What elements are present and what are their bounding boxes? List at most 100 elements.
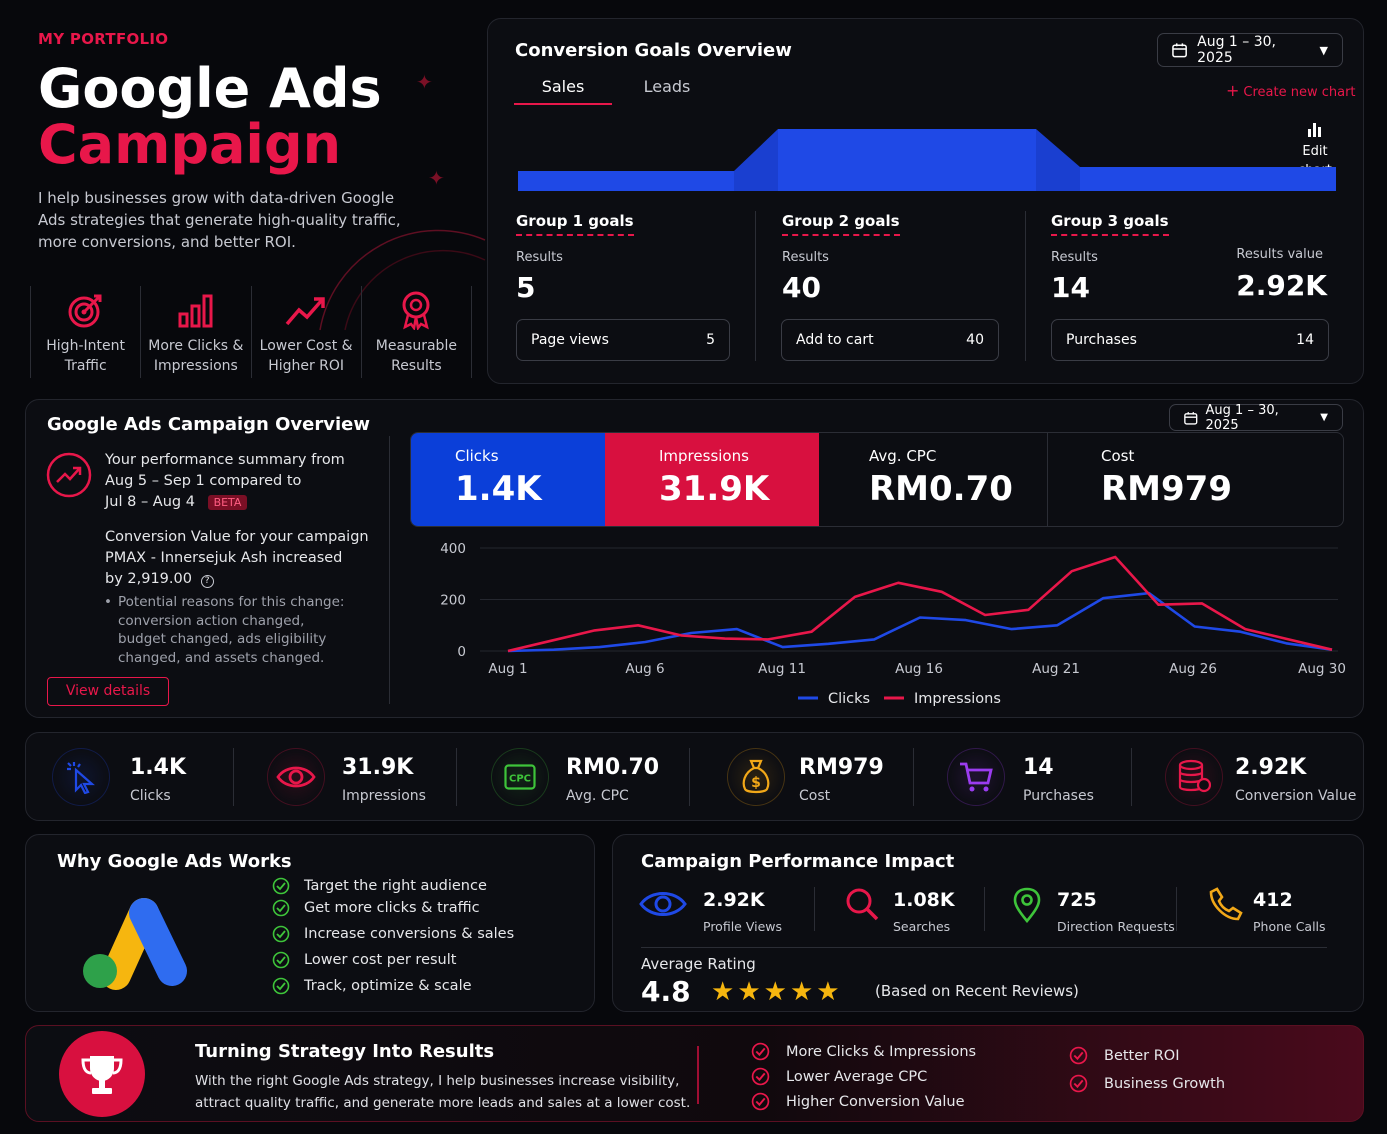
x-tick-label: Aug 16 (895, 661, 943, 677)
date-range-text: Aug 1 – 30, 2025 (1197, 34, 1276, 66)
goal-item-value: 14 (1296, 332, 1314, 348)
summary-line: Your performance summary from (105, 452, 345, 468)
impact-label: Direction Requests (1057, 919, 1175, 934)
reasons-text: • Potential reasons for this change: con… (104, 593, 355, 667)
stat-label: Cost (799, 788, 831, 804)
goal-item-page-views[interactable]: Page views 5 (516, 319, 730, 361)
feature-label: Impressions (153, 358, 238, 374)
award-icon (402, 291, 430, 330)
conversion-goals-panel: Conversion Goals Overview Aug 1 – 30, 20… (487, 18, 1364, 384)
strategy-item-label: Better ROI (1104, 1047, 1180, 1064)
stat-divider (913, 748, 914, 806)
why-item-label: Lower cost per result (304, 952, 457, 968)
trend-up-icon (46, 452, 92, 498)
y-tick-label: 400 (440, 541, 466, 557)
stat-label: Impressions (342, 788, 426, 804)
feature-label: Measurable (375, 338, 457, 354)
chevron-down-icon: ▼ (1319, 43, 1328, 57)
eye-icon (639, 889, 687, 919)
star-icon: ★ (789, 977, 817, 1007)
stat-label: Conversion Value (1235, 788, 1357, 804)
results-value: 40 (782, 271, 821, 304)
funnel-transition (1036, 129, 1080, 191)
strategy-divider (697, 1046, 699, 1104)
bar-chart-icon (1308, 123, 1321, 137)
hero-title-line1: Google Ads (38, 57, 382, 120)
strategy-list-item: Lower Average CPC (751, 1067, 927, 1086)
feature-lower-cost: Lower Cost & Higher ROI (252, 286, 362, 378)
create-chart-link[interactable]: + Create new chart (1226, 81, 1356, 100)
strategy-list-item: Better ROI (1069, 1046, 1180, 1065)
phone-icon (1209, 887, 1243, 921)
performance-impact-panel: Campaign Performance Impact 2.92K Profile… (612, 834, 1364, 1012)
stat-divider (689, 748, 690, 806)
goal-item-value: 5 (706, 332, 715, 348)
summary-line: Aug 5 – Sep 1 compared to (105, 473, 302, 489)
funnel-transition (734, 129, 778, 191)
strategy-banner: Turning Strategy Into Results With the r… (25, 1025, 1364, 1122)
tab-leads[interactable]: Leads (618, 77, 716, 105)
strategy-list-item: Business Growth (1069, 1074, 1225, 1093)
check-circle-icon (751, 1067, 770, 1086)
check-circle-icon (272, 951, 290, 969)
feature-label: High-Intent (46, 338, 125, 354)
cpc-icon: CPC (504, 764, 536, 790)
goal-item-add-to-cart[interactable]: Add to cart 40 (781, 319, 999, 361)
star-icon: ★ (763, 977, 790, 1007)
conversion-date-picker[interactable]: Aug 1 – 30, 2025 ▼ (1157, 33, 1343, 67)
why-list-item: Get more clicks & traffic (272, 899, 480, 917)
help-icon[interactable]: ? (200, 575, 214, 588)
view-details-button[interactable]: View details (47, 677, 169, 706)
funnel-bar-group3 (1080, 167, 1336, 191)
tab-label: Sales (541, 77, 585, 96)
strategy-list-item: More Clicks & Impressions (751, 1042, 976, 1061)
svg-text:CPC: CPC (509, 774, 531, 785)
stat-divider (1131, 748, 1132, 806)
stats-strip: 1.4K Clicks 31.9K Impressions CPC RM0.70 Avg. … (25, 732, 1364, 821)
overview-title: Google Ads Campaign Overview (47, 414, 370, 435)
goal-item-label: Page views (531, 332, 609, 348)
kpi-row: Clicks 1.4K Impressions 31.9K Avg. CPC R… (410, 432, 1344, 527)
kpi-avg-cpc[interactable]: Avg. CPC RM0.70 (819, 433, 1048, 526)
group-title: Group 2 goals (782, 212, 900, 236)
cart-icon-circle (947, 748, 1005, 806)
strategy-text-line: attract quality traffic, and generate mo… (195, 1095, 691, 1111)
eye-icon-circle (267, 748, 325, 806)
summary-line-with-badge: Jul 8 – Aug 4 BETA (105, 492, 345, 513)
kpi-clicks[interactable]: Clicks 1.4K (411, 433, 605, 526)
funnel-bar-group2 (778, 129, 1036, 191)
rating-note: (Based on Recent Reviews) (875, 982, 1079, 1000)
kpi-impressions[interactable]: Impressions 31.9K (605, 433, 819, 526)
rating-value: 4.8 (641, 975, 691, 1008)
stat-value: 31.9K (342, 755, 414, 780)
impact-value: 1.08K (893, 889, 955, 911)
star-icon: ★ (816, 977, 843, 1007)
cursor-click-icon (64, 760, 98, 794)
impact-divider (814, 887, 815, 931)
goal-item-purchases[interactable]: Purchases 14 (1051, 319, 1329, 361)
why-list-item: Target the right audience (272, 877, 487, 895)
check-circle-icon (751, 1092, 770, 1111)
why-google-ads-panel: Why Google Ads Works Target the right au… (25, 834, 595, 1012)
create-chart-label: Create new chart (1243, 85, 1356, 100)
impact-value: 2.92K (703, 889, 765, 911)
tab-sales[interactable]: Sales (514, 77, 612, 105)
impact-title: Campaign Performance Impact (641, 851, 955, 872)
results-value-amount: 2.92K (1236, 269, 1327, 302)
x-tick-label: Aug 21 (1032, 661, 1080, 677)
goal-item-value: 40 (966, 332, 984, 348)
overview-date-picker[interactable]: Aug 1 – 30, 2025 ▼ (1169, 403, 1343, 433)
impact-divider (984, 887, 985, 931)
bar-chart-icon (178, 294, 213, 328)
plus-icon: + (1226, 81, 1240, 100)
stat-value: RM979 (799, 755, 884, 780)
why-item-label: Increase conversions & sales (304, 926, 515, 942)
kpi-label: Impressions (659, 447, 749, 465)
x-tick-label: Aug 30 (1298, 661, 1346, 677)
search-icon (845, 887, 879, 921)
feature-high-intent: High-Intent Traffic (30, 286, 142, 378)
conversion-title: Conversion Goals Overview (515, 40, 792, 61)
conversion-line-with-icon: by 2,919.00 ? (105, 569, 369, 590)
kpi-cost[interactable]: Cost RM979 (1048, 433, 1343, 526)
hero-features: High-Intent Traffic More Clicks & Impres… (30, 286, 472, 378)
